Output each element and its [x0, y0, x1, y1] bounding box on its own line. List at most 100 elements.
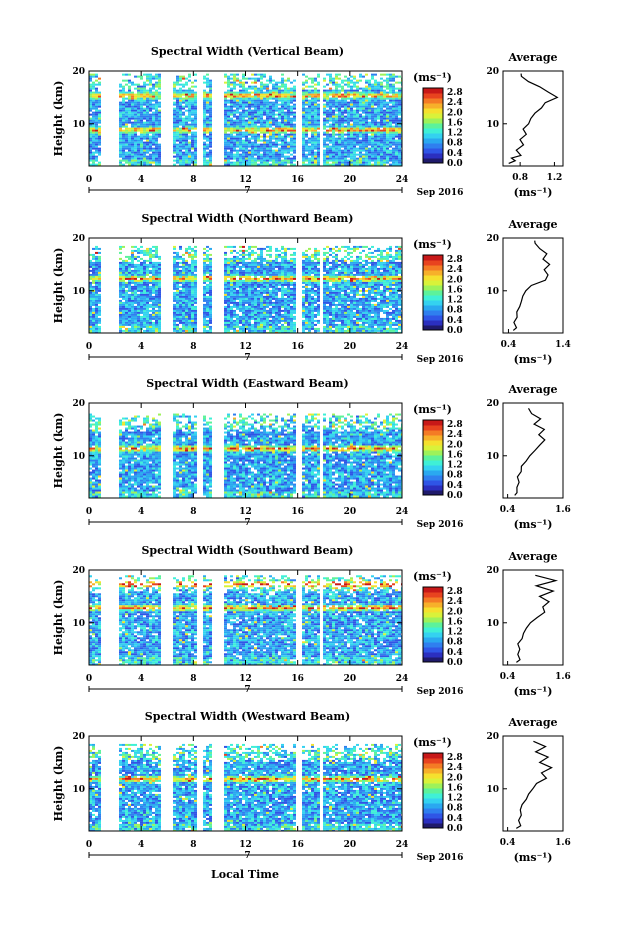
- heatmap-cell: [179, 121, 182, 124]
- heatmap-cell: [242, 261, 245, 264]
- heatmap-cell: [329, 269, 332, 272]
- heatmap-cell: [338, 279, 341, 282]
- heatmap-cell: [347, 89, 350, 92]
- heatmap-cell: [188, 73, 191, 76]
- heatmap-cell: [287, 267, 290, 270]
- heatmap-cell: [143, 161, 146, 164]
- heatmap-cell: [272, 259, 275, 262]
- heatmap-cell: [329, 159, 332, 162]
- heatmap-cell: [248, 157, 251, 160]
- heatmap-cell: [305, 283, 308, 286]
- heatmap-cell: [263, 247, 266, 250]
- heatmap-cell: [233, 129, 236, 132]
- heatmap-cell: [122, 125, 125, 128]
- heatmap-cell: [236, 79, 239, 82]
- heatmap-cell: [386, 155, 389, 158]
- heatmap-cell: [155, 245, 158, 248]
- heatmap-cell: [203, 277, 206, 280]
- heatmap-cell: [95, 265, 98, 268]
- heatmap-cell: [185, 119, 188, 122]
- heatmap-cell: [194, 113, 197, 116]
- heatmap-cell: [137, 111, 140, 114]
- heatmap-cell: [239, 103, 242, 106]
- heatmap-cell: [251, 263, 254, 266]
- heatmap-cell: [188, 163, 191, 166]
- heatmap-cell: [254, 93, 257, 96]
- heatmap-cell: [224, 73, 227, 76]
- heatmap-cell: [119, 283, 122, 286]
- heatmap-cell: [275, 273, 278, 276]
- heatmap-cell: [239, 81, 242, 84]
- heatmap-cell: [347, 137, 350, 140]
- heatmap-cell: [173, 255, 176, 258]
- heatmap-cell: [242, 143, 245, 146]
- heatmap-cell: [293, 93, 296, 96]
- heatmap-cell: [359, 147, 362, 150]
- heatmap-cell: [383, 101, 386, 104]
- heatmap-cell: [347, 267, 350, 270]
- heatmap-cell: [179, 277, 182, 280]
- heatmap-cell: [122, 119, 125, 122]
- heatmap-cell: [155, 85, 158, 88]
- heatmap-cell: [386, 105, 389, 108]
- heatmap-cell: [227, 275, 230, 278]
- heatmap-cell: [230, 131, 233, 134]
- heatmap-cell: [251, 261, 254, 264]
- heatmap-cell: [389, 75, 392, 78]
- heatmap-cell: [146, 97, 149, 100]
- heatmap-cell: [257, 157, 260, 160]
- heatmap-cell: [260, 105, 263, 108]
- heatmap-cell: [329, 109, 332, 112]
- heatmap-cell: [359, 245, 362, 248]
- heatmap-cell: [281, 153, 284, 156]
- heatmap-cell: [227, 259, 230, 262]
- heatmap-cell: [347, 111, 350, 114]
- heatmap-cell: [377, 111, 380, 114]
- heatmap-cell: [377, 101, 380, 104]
- heatmap-cell: [386, 91, 389, 94]
- heatmap-cell: [239, 279, 242, 282]
- heatmap-cell: [263, 123, 266, 126]
- heatmap-cell: [362, 75, 365, 78]
- heatmap-cell: [284, 121, 287, 124]
- heatmap-cell: [278, 99, 281, 102]
- heatmap-cell: [389, 281, 392, 284]
- heatmap-cell: [317, 121, 320, 124]
- heatmap-cell: [98, 121, 101, 124]
- heatmap-cell: [203, 247, 206, 250]
- heatmap-cell: [224, 261, 227, 264]
- heatmap-cell: [89, 153, 92, 156]
- heatmap-cell: [362, 123, 365, 126]
- heatmap-cell: [245, 123, 248, 126]
- heatmap-cell: [254, 269, 257, 272]
- heatmap-cell: [143, 143, 146, 146]
- heatmap-cell: [239, 257, 242, 260]
- heatmap-cell: [224, 91, 227, 94]
- heatmap-cell: [182, 93, 185, 96]
- heatmap-cell: [188, 89, 191, 92]
- heatmap-cell: [374, 151, 377, 154]
- heatmap-cell: [392, 87, 395, 90]
- heatmap-cell: [302, 111, 305, 114]
- heatmap-cell: [314, 113, 317, 116]
- heatmap-cell: [314, 269, 317, 272]
- heatmap-cell: [281, 121, 284, 124]
- heatmap-cell: [326, 281, 329, 284]
- heatmap-cell: [353, 105, 356, 108]
- heatmap-cell: [89, 275, 92, 278]
- heatmap-cell: [227, 139, 230, 142]
- heatmap-cell: [398, 163, 401, 166]
- heatmap-cell: [260, 99, 263, 102]
- heatmap-cell: [326, 113, 329, 116]
- heatmap-cell: [389, 139, 392, 142]
- heatmap-cell: [140, 127, 143, 130]
- heatmap-cell: [335, 285, 338, 288]
- heatmap-cell: [395, 255, 398, 258]
- heatmap-cell: [179, 99, 182, 102]
- heatmap-cell: [317, 155, 320, 158]
- heatmap-cell: [278, 249, 281, 252]
- heatmap-cell: [134, 83, 137, 86]
- heatmap-cell: [137, 247, 140, 250]
- heatmap-cell: [158, 133, 161, 136]
- heatmap-cell: [398, 91, 401, 94]
